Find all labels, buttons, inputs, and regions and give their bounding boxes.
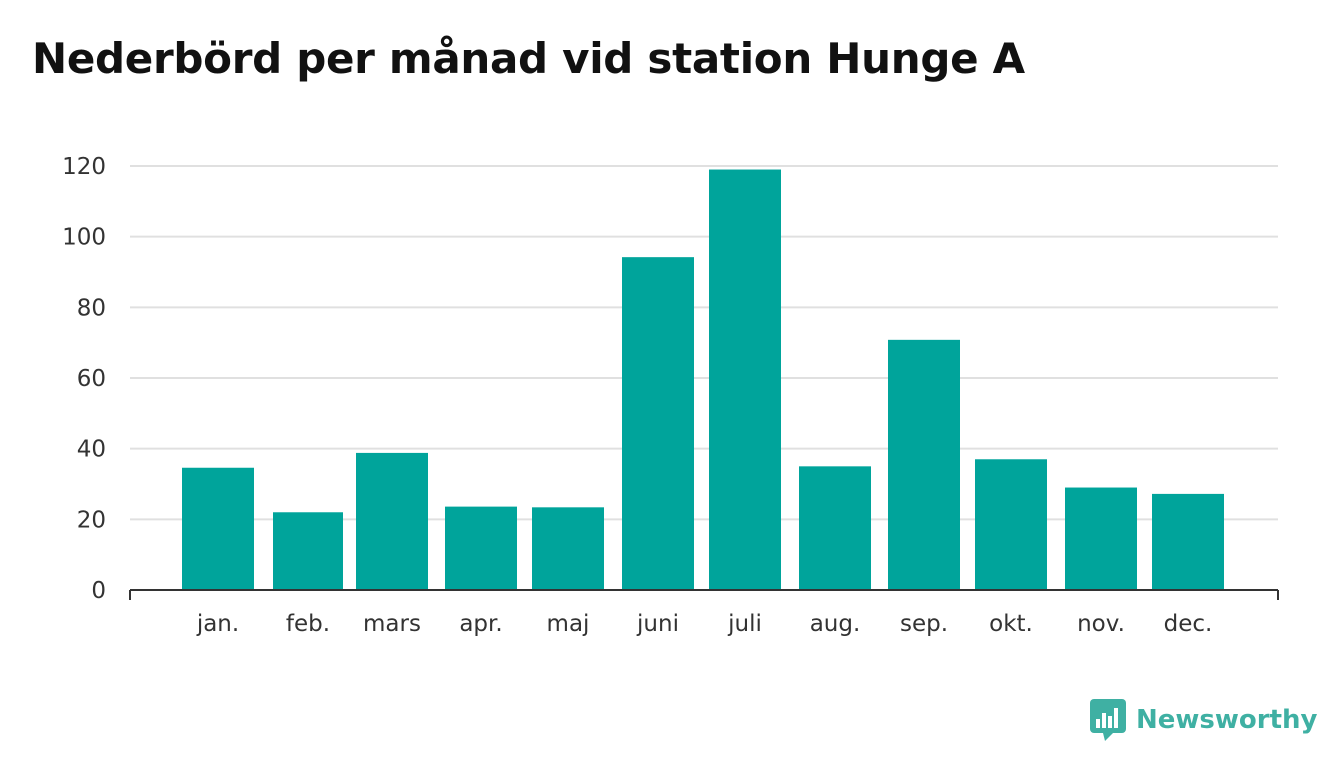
bar-mars: [356, 452, 428, 590]
brand-name: Newsworthy: [1136, 705, 1318, 735]
bar-aug: [799, 466, 871, 590]
y-tick-label: 20: [77, 507, 106, 533]
bar-jan: [182, 467, 254, 590]
x-axis: [129, 589, 1279, 600]
y-tick-label: 100: [62, 225, 106, 251]
bar-feb: [273, 512, 343, 590]
y-tick-label: 60: [77, 366, 106, 392]
y-tick-label: 80: [77, 295, 106, 321]
x-tick-label: juni: [636, 611, 679, 637]
bars: [182, 169, 1224, 591]
chart-bubble-logo-icon: [1090, 699, 1126, 741]
y-axis-ticks: 0 20 40 60 80 100 120: [62, 154, 106, 604]
bar-dec: [1152, 493, 1224, 590]
bar-okt: [975, 459, 1047, 590]
x-tick-label: feb.: [286, 611, 330, 637]
x-tick-label: sep.: [900, 611, 948, 637]
y-tick-label: 0: [91, 578, 106, 604]
x-tick-label: maj: [547, 611, 590, 637]
bar-maj: [532, 507, 604, 590]
newsworthy-logo: Newsworthy: [1090, 698, 1317, 742]
x-axis-labels: jan. feb. mars apr. maj juni juli aug. sep. okt. n…: [196, 611, 1213, 637]
x-tick-label: dec.: [1164, 611, 1213, 637]
x-tick-label: okt.: [989, 611, 1033, 637]
x-tick-label: jan.: [196, 611, 239, 637]
bar-sep: [888, 339, 960, 590]
bar-juni: [622, 257, 694, 590]
x-tick-label: apr.: [459, 611, 502, 637]
bar-apr: [445, 506, 517, 590]
x-tick-label: nov.: [1077, 611, 1125, 637]
x-tick-label: juli: [727, 611, 762, 637]
x-tick-label: mars: [363, 611, 421, 637]
y-tick-label: 40: [77, 437, 106, 463]
grid-lines: [130, 165, 1278, 521]
bar-juli: [709, 169, 781, 591]
x-tick-label: aug.: [810, 611, 861, 637]
bar-nov: [1065, 487, 1137, 590]
chart-title: Nederbörd per månad vid station Hunge A: [32, 34, 1025, 83]
y-tick-label: 120: [62, 154, 106, 180]
